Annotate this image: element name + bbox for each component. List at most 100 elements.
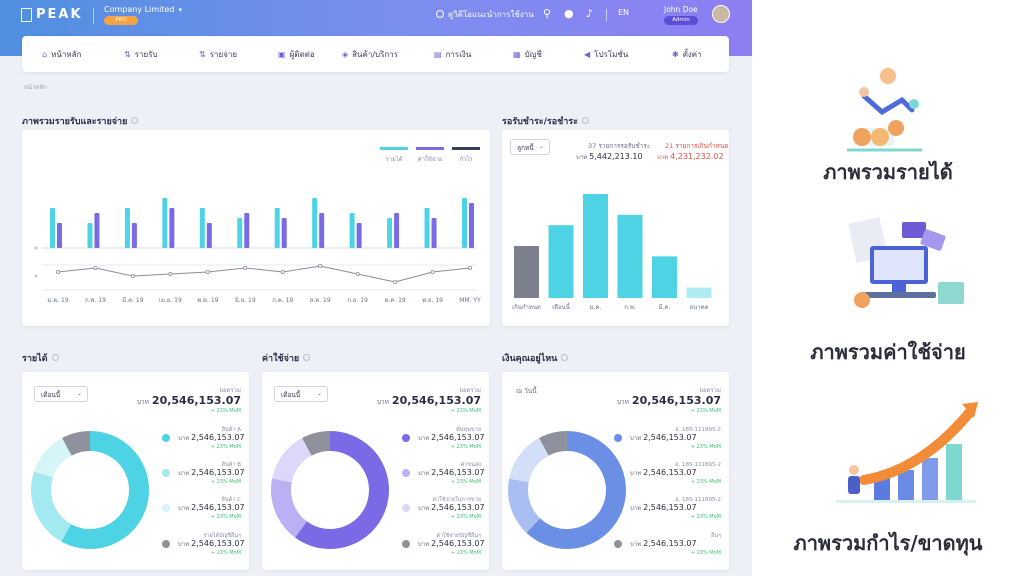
donut-slice (508, 431, 626, 549)
legend-item-amount: 2,546,153.07 (431, 539, 485, 548)
legend-item-mom: + 23% MoM (450, 444, 481, 450)
menu-item-income[interactable]: ⇅ รายรับ (124, 48, 158, 61)
x-tick-label: มี.ค. 19 (122, 296, 144, 304)
income-bar (87, 223, 93, 248)
company-switcher[interactable]: Company Limited ▾ (104, 5, 182, 14)
help-icon[interactable] (581, 117, 589, 124)
currency-label: บาท (657, 154, 669, 161)
menu-label: สินค้า/บริการ (352, 50, 399, 59)
x-tick-label: อนาคต (690, 304, 709, 311)
receivable-count: 37 รายการรอรับชำระ (588, 142, 651, 150)
computer-illustration (848, 217, 964, 308)
x-tick-label: ก.ค. 19 (272, 297, 293, 304)
user-name[interactable]: John Doe (664, 5, 698, 14)
settings-icon: ✱ (672, 50, 679, 59)
currency-label: บาท (630, 435, 642, 442)
video-guide-link[interactable]: ดูวิดีโอแนะนำการใช้งาน (436, 8, 534, 21)
play-icon (436, 10, 444, 18)
menu-item-contacts[interactable]: ▣ ผู้ติดต่อ (278, 48, 315, 61)
x-tick-label: เม.ย. 19 (159, 297, 182, 304)
menu-item-promotion[interactable]: ◀ โปรโมชั่น (584, 48, 628, 61)
currency-label: บาท (178, 541, 190, 548)
chat-icon[interactable]: ● (564, 7, 574, 20)
coins-illustration (847, 68, 922, 152)
help-icon[interactable] (561, 354, 569, 361)
profit-point (168, 271, 173, 276)
receivable-bar (583, 194, 608, 298)
x-tick-label: ส.ค. 19 (310, 297, 331, 304)
language-switch[interactable]: EN (618, 8, 630, 17)
legend-dot (162, 540, 170, 548)
avatar[interactable] (712, 5, 730, 23)
expense-bar (469, 203, 474, 248)
axis-dot (34, 274, 38, 278)
total-mom: + 23% MoM (450, 408, 481, 414)
legend-item-amount: 2,546,153.07 (191, 539, 245, 548)
menu-item-expense[interactable]: ⇅ รายจ่าย (199, 48, 237, 61)
menu-item-home[interactable]: ⌂ หน้าหลัก (42, 48, 81, 61)
overview-card: ม.ค. 19 ก.พ. 19 มี.ค. 19 เม.ย. 19 พ.ค. 19 มิ.… (22, 130, 490, 326)
total-label: ยอดรวม (219, 387, 241, 394)
brand-logo[interactable]: PEAK (36, 7, 83, 22)
x-tick-label: พ.ย. 19 (422, 297, 443, 304)
feature-list: ภาพรวมรายได้ ภาพรวมค่าใช้จ่าย ภาพรวมกำไร… (752, 0, 1024, 576)
legend-item-mom: + 23% MoM (210, 550, 241, 556)
menu-item-settings[interactable]: ✱ ตั้งค่า (672, 48, 702, 61)
donut-slice (271, 431, 389, 549)
menu-label: การเงิน (445, 50, 472, 59)
profit-point (56, 269, 61, 274)
plan-badge: PRO (104, 16, 138, 25)
currency-label: บาท (630, 541, 642, 548)
promotion-icon: ◀ (584, 50, 591, 59)
divider (606, 9, 607, 21)
total-amount: 20,546,153.07 (391, 394, 481, 407)
currency-label: บาท (136, 398, 149, 406)
legend-item-amount: 2,546,153.07 (643, 539, 697, 548)
receivable-value: 5,442,213.10 (589, 152, 643, 161)
income-bar (199, 208, 205, 248)
legend-item-amount: 2,546,153.07 (643, 503, 697, 512)
help-icon[interactable] (131, 117, 139, 124)
breadcrumb: หน้าหลัก (24, 84, 47, 91)
donut-chart (271, 431, 389, 549)
income-bar (162, 198, 168, 248)
expense-bar (94, 213, 100, 248)
profit-point (130, 273, 135, 278)
currency-label: บาท (418, 435, 430, 442)
search-icon[interactable]: ⚲ (543, 7, 552, 20)
income-bar (424, 208, 430, 248)
overdue-amount: บาท 4,231,232.02 (657, 152, 724, 162)
main-menu: ⌂ หน้าหลัก ⇅ รายรับ ⇅ รายจ่าย ▣ ผู้ติดต่อ ◈ ส… (22, 36, 729, 72)
donut-slice (31, 431, 149, 549)
income-icon: ⇅ (124, 50, 131, 59)
x-tick-label: ก.พ. (624, 304, 635, 311)
money-icon: ▤ (434, 50, 442, 59)
donut-chart (31, 431, 149, 549)
menu-item-money[interactable]: ▤ การเงิน (434, 48, 471, 61)
legend-dot (614, 540, 622, 548)
legend-profit: กำไร (452, 147, 480, 164)
menu-label: ผู้ติดต่อ (289, 50, 315, 59)
receivable-type-select[interactable]: ลูกหนี้ ⌄ (510, 139, 550, 155)
products-icon: ◈ (342, 50, 349, 59)
x-tick-label: ก.ย. 19 (347, 297, 368, 304)
expense-bar (319, 213, 325, 248)
legend-item-mom: + 23% MoM (450, 479, 481, 485)
help-icon[interactable] (303, 354, 311, 361)
legend-item-value: บาท 2,546,153.07 (178, 468, 245, 478)
legend-item-amount: 2,546,153.07 (643, 433, 697, 442)
currency-label: บาท (418, 505, 430, 512)
period-select[interactable]: เดือนนี้ ⌄ (34, 386, 88, 402)
legend-dot (402, 504, 410, 512)
period-select[interactable]: เดือนนี้ ⌄ (274, 386, 328, 402)
panel-title: เงินคุณอยู่ไหน (502, 351, 569, 365)
help-icon[interactable] (51, 354, 59, 361)
legend-item-label: อ. 185-111895-2 (675, 462, 721, 468)
menu-item-products[interactable]: ◈ สินค้า/บริการ (342, 48, 398, 61)
bell-icon[interactable]: ♪ (586, 7, 594, 20)
currency-label: บาท (576, 154, 588, 161)
expense-bar (131, 223, 137, 248)
panel-title: ค่าใช้จ่าย (262, 351, 311, 365)
x-tick-label: เดือนนี้ (552, 301, 571, 311)
menu-item-accounts[interactable]: ▦ บัญชี (513, 48, 542, 61)
